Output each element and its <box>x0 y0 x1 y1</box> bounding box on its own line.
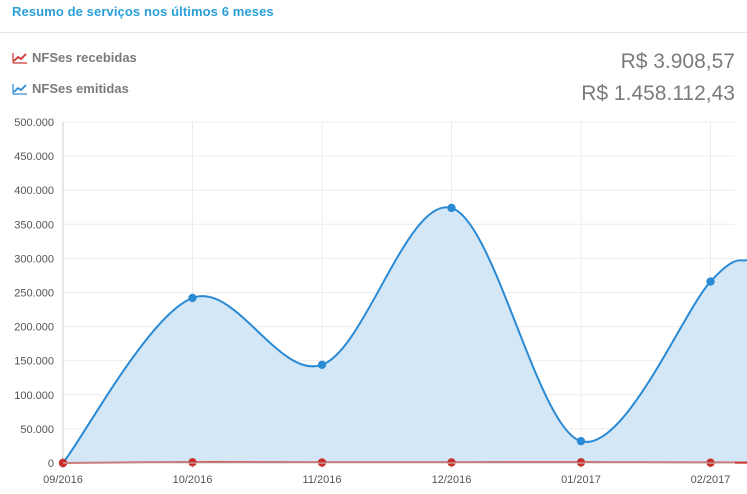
x-tick-label: 09/2016 <box>43 474 83 486</box>
emitidas-point <box>576 436 586 446</box>
emitidas-point <box>447 203 456 213</box>
y-tick-label: 400.000 <box>14 185 54 197</box>
y-tick-label: 100.000 <box>14 390 54 402</box>
recebidas-point <box>576 458 586 467</box>
total-emitidas: R$ 1.458.112,43 <box>581 82 735 105</box>
header-divider <box>0 32 747 33</box>
total-recebidas: R$ 3.908,57 <box>620 50 735 73</box>
x-tick-label: 02/2017 <box>691 474 731 486</box>
x-tick-label: 12/2016 <box>432 474 472 486</box>
recebidas-point <box>188 458 197 467</box>
emitidas-area <box>63 207 747 463</box>
recebidas-point <box>447 458 456 467</box>
x-tick-label: 10/2016 <box>173 474 213 486</box>
y-tick-label: 250.000 <box>14 288 54 300</box>
x-tick-label: 11/2016 <box>303 474 342 486</box>
y-tick-label: 300.000 <box>14 253 54 265</box>
y-tick-label: 150.000 <box>14 356 54 368</box>
y-tick-label: 500.000 <box>14 117 54 129</box>
y-tick-label: 0 <box>48 458 54 470</box>
emitidas-point <box>706 277 715 286</box>
legend-label-recebidas: NFSes recebidas <box>32 50 137 65</box>
emitidas-point <box>317 360 327 369</box>
legend-item-emitidas[interactable]: NFSes emitidas <box>12 81 129 96</box>
y-tick-label: 50.000 <box>20 424 54 436</box>
trend-line-red-icon <box>12 52 27 64</box>
legend-item-recebidas[interactable]: NFSes recebidas <box>12 50 137 65</box>
x-tick-label: 01/2017 <box>561 474 601 486</box>
emitidas-point <box>188 293 197 303</box>
y-tick-label: 350.000 <box>14 219 54 231</box>
y-tick-label: 200.000 <box>14 322 54 334</box>
y-tick-label: 450.000 <box>14 151 54 163</box>
trend-line-blue-icon <box>12 83 27 95</box>
panel-title: Resumo de serviços nos últimos 6 meses <box>12 4 274 19</box>
legend-label-emitidas: NFSes emitidas <box>32 81 129 96</box>
